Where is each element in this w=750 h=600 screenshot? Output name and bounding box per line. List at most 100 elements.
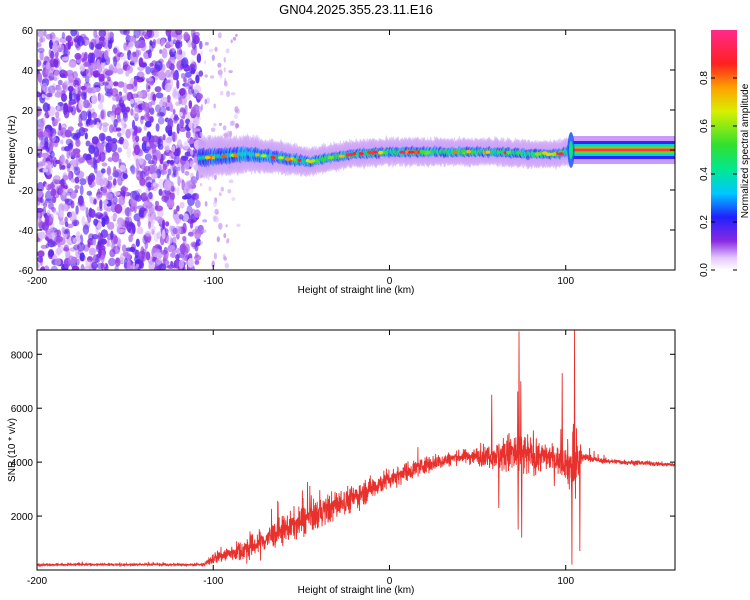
spectrogram-noise-blob [71,265,80,270]
snr-x-ticks: -200 -100 0 100 [27,330,575,587]
spectrogram-noise-blob [107,40,113,50]
spectrogram-noise-blob [96,59,101,70]
spectrogram-noise-blob [218,122,222,127]
spectrogram-noise-blob [138,250,145,260]
spectrogram-noise-blob [86,190,93,196]
spectrogram-noise-blob [62,174,69,181]
spectrogram-noise-blob [163,180,172,191]
spectrogram-noise-blob [145,251,151,261]
spectrogram-noise-blob [131,190,140,201]
spectrogram-noise-blob [74,84,79,94]
spectrogram-noise-blob [189,67,196,74]
spectrogram-noise-blob [129,246,136,253]
snr-y-ticks: 2000 4000 6000 8000 [11,350,675,523]
spectrogram-noise-blob [159,49,163,54]
spectrogram-noise-blob [135,49,140,58]
spectrogram-noise-blob [176,186,180,196]
spectrogram-peak [399,150,406,154]
spectrogram-noise-blob [68,150,72,157]
spectrogram-noise-blob [138,209,145,218]
spectrogram-noise-blob [121,244,127,253]
spectrogram-noise-blob [172,249,177,254]
snr-background [37,330,675,570]
spectrogram-peak [497,150,501,154]
spectrogram-x-ticks: -200 -100 0 100 [27,30,575,287]
spectrogram-noise-blob [200,104,204,111]
spectrogram-noise-blob [153,252,159,258]
spectrogram-noise-blob [62,204,70,210]
spectrogram-noise-blob [151,145,157,154]
spectrogram-noise-blob [117,217,124,226]
spectrogram-peak [311,159,315,163]
spectrogram-noise-blob [164,228,169,235]
spectrogram-y-tick-label: -60 [19,266,34,277]
spectrogram-noise-blob [139,260,144,269]
spectrogram-noise-blob [145,146,151,151]
spectrogram-noise-blob [77,84,82,93]
spectrogram-noise-blob [110,110,116,116]
colorbar-ticks: 0.0 0.2 0.4 0.6 0.8 [699,71,737,277]
spectrogram-noise-blob [228,130,233,137]
spectrogram-noise-blob [226,90,231,98]
spectrogram-y-label: Frequency (Hz) [7,116,18,185]
spectrogram-noise-blob [82,99,90,109]
spectrogram-noise-blob [148,192,153,200]
spectrogram-noise-blob [97,222,102,230]
spectrogram-noise-blob [148,221,151,229]
spectrogram-noise-blob [58,210,65,218]
spectrogram-noise-blob [123,112,128,122]
spectrogram-noise-blob [101,168,106,174]
spectrogram-noise-blob [70,30,77,37]
spectrogram-peak [321,157,327,161]
spectrogram-noise-blob [37,30,45,38]
spectrogram-noise-blob [48,250,54,257]
spectrogram-noise-blob [202,219,208,223]
spectrogram-noise-blob [227,189,232,194]
spectrogram-noise-blob [143,112,151,122]
spectrogram-noise-blob [113,235,118,245]
spectrogram-noise-blob [106,69,114,75]
spectrogram-peak [534,152,541,156]
spectrogram-noise-blob [187,231,194,237]
spectrogram-noise-blob [228,179,234,184]
spectrogram-noise-blob [107,76,111,82]
spectrogram-noise-blob [152,154,158,166]
spectrogram-noise-blob [49,58,57,68]
spectrogram-noise-blob [122,173,128,180]
spectrogram-noise-blob [49,213,54,223]
spectrogram-noise-blob [109,124,114,133]
spectrogram-noise-blob [95,212,103,219]
spectrogram-noise-blob [198,70,204,77]
spectrogram-marks [37,30,675,270]
spectrogram-noise-blob [143,210,151,219]
spectrogram-noise-blob [139,177,146,186]
spectrogram-noise-blob [81,92,87,100]
spectrogram-noise-blob [173,154,180,165]
spectrogram-noise-blob [187,160,196,165]
spectrogram-tone-band [572,149,675,151]
spectrogram-peak [460,149,467,153]
spectrogram-noise-blob [68,71,73,78]
spectrogram-noise-blob [175,254,180,261]
spectrogram-noise-blob [73,166,79,171]
spectrogram-noise-blob [166,94,171,103]
spectrogram-noise-blob [169,159,175,165]
spectrogram-noise-blob [184,71,192,78]
spectrogram-noise-blob [157,116,165,125]
spectrogram-noise-blob [50,188,57,197]
spectrogram-noise-blob [112,196,118,205]
spectrogram-noise-blob [49,150,55,159]
spectrogram-noise-blob [208,186,212,192]
spectrogram-noise-blob [37,199,41,206]
spectrogram-y-tick-label: 40 [22,66,34,77]
spectrogram-noise-blob [146,30,153,38]
spectrogram-noise-blob [192,228,200,234]
spectrogram-noise-blob [75,30,80,37]
spectrogram-peak [378,150,384,155]
spectrogram-noise-blob [106,167,111,175]
spectrogram-noise-blob [40,265,45,270]
spectrogram-noise-blob [59,155,65,166]
spectrogram-noise-blob [73,244,80,251]
spectrogram-noise-blob [72,71,78,79]
spectrogram-noise-blob [114,107,122,116]
